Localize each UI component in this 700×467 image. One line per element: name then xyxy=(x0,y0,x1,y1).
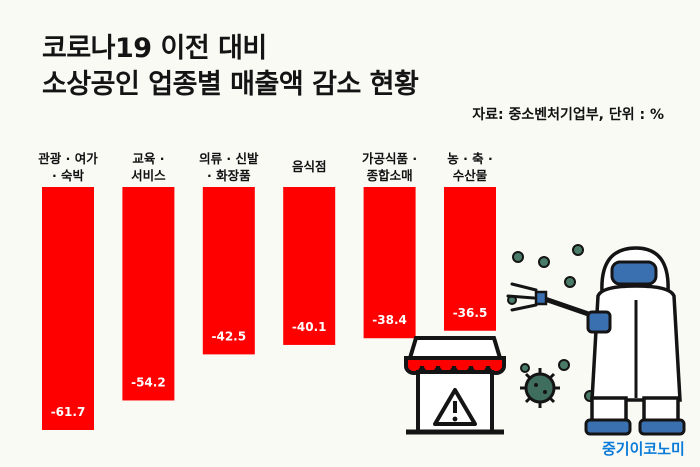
worker-icon xyxy=(584,246,686,436)
category-label-2-0: 의류 · 신발 xyxy=(199,151,259,166)
droplets xyxy=(507,244,606,423)
bar-4 xyxy=(363,187,416,339)
title-line-2: 소상공인 업종별 매출액 감소 현황 xyxy=(42,69,419,100)
category-label-1-0: 교육 · xyxy=(132,151,164,166)
category-label-5-0: 농 · 축 · xyxy=(447,151,493,166)
value-label-0: -61.7 xyxy=(51,405,86,419)
title-line-1: 코로나19 이전 대비 xyxy=(42,33,267,64)
value-label-1: -54.2 xyxy=(131,375,166,389)
category-label-0-1: · 숙박 xyxy=(52,168,85,183)
value-label-3: -40.1 xyxy=(292,320,327,334)
bar-3 xyxy=(283,187,336,345)
bar-2 xyxy=(202,187,255,355)
value-label-5: -36.5 xyxy=(453,306,488,320)
brand-logo: 중기이코노미 xyxy=(602,440,685,458)
warning-icon xyxy=(433,388,477,426)
category-label-2-1: · 화장품 xyxy=(207,168,251,183)
value-label-4: -38.4 xyxy=(372,313,407,327)
spray-lines xyxy=(506,282,538,312)
bar-1 xyxy=(122,187,175,401)
virus-icon xyxy=(520,368,560,408)
category-label-4-1: 종합소매 xyxy=(367,168,413,183)
bar-5 xyxy=(444,187,496,331)
category-label-1-1: 서비스 xyxy=(131,168,166,183)
disinfection-illustration xyxy=(404,244,686,436)
category-label-0-0: 관광 · 여가 xyxy=(38,151,98,166)
value-label-2: -42.5 xyxy=(212,329,247,343)
category-label-3-0: 음식점 xyxy=(292,159,327,174)
bar-0 xyxy=(42,187,94,430)
category-label-5-1: 수산물 xyxy=(453,168,488,183)
category-label-4-0: 가공식품 · xyxy=(362,151,417,166)
source-note: 자료: 중소벤처기업부, 단위 : % xyxy=(472,107,664,123)
